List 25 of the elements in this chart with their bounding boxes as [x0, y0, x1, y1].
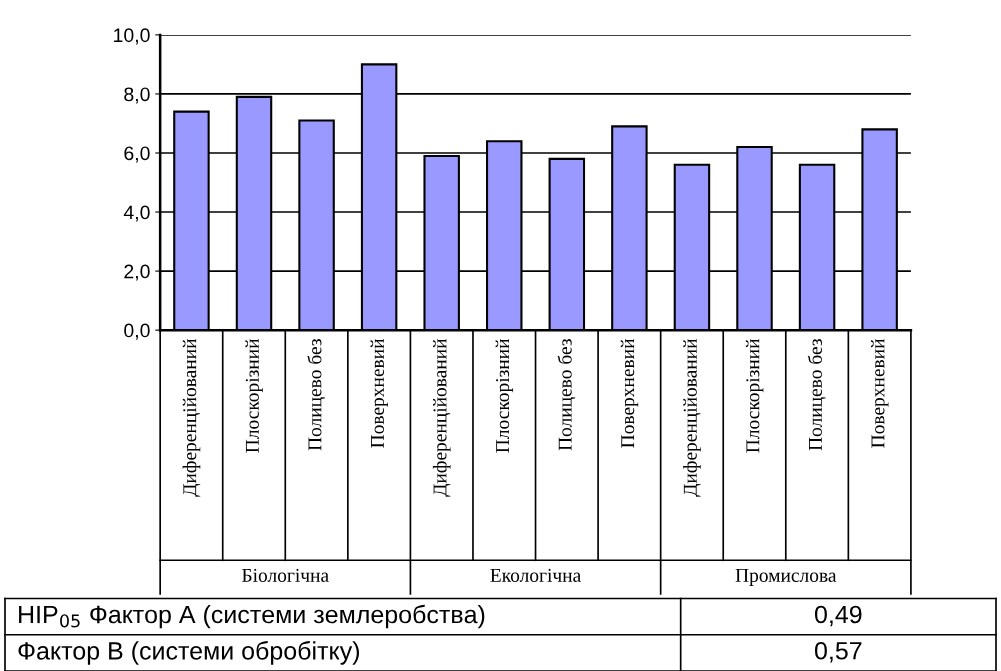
x-tick-label: Плоскорізний	[495, 338, 514, 453]
x-tick-label: Полицево без	[557, 339, 576, 451]
text: Промислова	[735, 569, 837, 586]
y-tick-label: 8,0	[124, 87, 150, 104]
x-tick-label: Плоскорізний	[245, 338, 263, 453]
text: Екологічна	[490, 568, 581, 582]
x-tick-label: Диференційований	[683, 338, 701, 497]
y-tick-label: 10,0	[114, 28, 150, 45]
y-tick-label: 4,0	[123, 205, 150, 222]
x-tick-label: Поверхневий	[620, 338, 639, 448]
x-tick-label: Полицево без	[307, 339, 326, 451]
text: Біологічна	[242, 568, 329, 582]
x-tick-label: Полицево без	[807, 339, 826, 451]
y-tick-label: 2,0	[124, 264, 150, 281]
text: 0,49	[814, 605, 862, 627]
x-tick-label: Плоскорізний	[745, 338, 764, 453]
x-tick-label: Поверхневий	[370, 338, 388, 448]
y-tick-label: 0,0	[124, 323, 150, 340]
x-tick-label: Диференційований	[432, 338, 451, 497]
text: Фактор В (системи обробітку)	[18, 641, 359, 665]
y-tick-label: 6,0	[124, 146, 150, 163]
x-tick-label: Диференційований	[182, 338, 201, 497]
text: 0,57	[814, 641, 862, 663]
x-tick-label: Поверхневий	[870, 338, 889, 448]
text: HIP$_{05}$ Фактор А (системи землеробства)	[19, 604, 485, 629]
